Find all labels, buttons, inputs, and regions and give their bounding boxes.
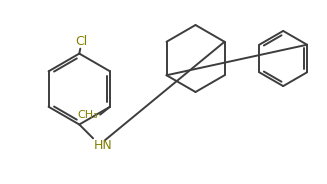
Text: Cl: Cl — [75, 35, 87, 48]
Text: HN: HN — [94, 139, 113, 152]
Text: CH₃: CH₃ — [77, 110, 98, 120]
